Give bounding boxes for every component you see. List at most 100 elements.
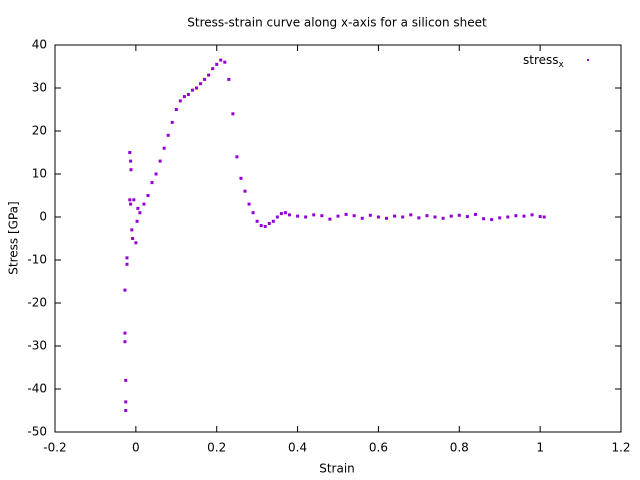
x-tick-label: 0.2 — [207, 441, 226, 455]
data-point — [441, 216, 445, 220]
data-point — [162, 146, 166, 150]
data-point — [219, 58, 223, 62]
data-point — [124, 378, 128, 382]
data-point — [542, 215, 546, 219]
data-point — [259, 224, 263, 228]
data-point — [457, 213, 461, 217]
data-point — [128, 151, 132, 154]
data-point — [296, 214, 300, 218]
y-tick-label: -40 — [27, 382, 47, 396]
y-tick-label: -50 — [27, 425, 47, 439]
data-point — [129, 159, 133, 163]
data-point — [125, 256, 129, 260]
chart-title: Stress-strain curve along x-axis for a s… — [187, 16, 487, 30]
data-point — [182, 95, 186, 99]
y-tick-label: 0 — [39, 210, 47, 224]
data-point — [449, 214, 453, 218]
y-tick-label: 40 — [32, 38, 47, 52]
data-point — [283, 211, 287, 215]
data-point — [125, 262, 129, 266]
data-point — [251, 211, 255, 215]
y-tick-label: -20 — [27, 296, 47, 310]
data-point — [263, 224, 267, 228]
x-tick-label: 0.4 — [288, 441, 307, 455]
data-point — [215, 62, 219, 66]
data-point — [376, 215, 380, 219]
data-point — [344, 212, 348, 216]
legend-marker — [587, 59, 589, 61]
y-axis-label: Stress [GPa] — [7, 201, 21, 274]
data-point — [178, 99, 182, 103]
data-point — [199, 82, 203, 86]
data-point — [473, 212, 477, 216]
data-point — [287, 213, 291, 217]
data-point — [514, 214, 518, 218]
data-point — [498, 216, 502, 220]
data-point — [275, 215, 279, 219]
data-point — [186, 92, 190, 96]
x-tick-label: 1.2 — [611, 441, 630, 455]
data-point — [360, 216, 364, 220]
legend-name: stress — [523, 53, 559, 67]
data-point — [312, 213, 316, 217]
plot-border — [54, 44, 622, 433]
data-point — [138, 211, 142, 215]
data-point — [239, 176, 243, 180]
data-point — [154, 172, 158, 176]
data-point — [123, 331, 127, 335]
data-point — [538, 215, 542, 219]
data-point — [255, 219, 259, 223]
legend-label: stressx — [523, 53, 565, 70]
y-tick-label: -10 — [27, 253, 47, 267]
data-point — [530, 213, 534, 217]
data-point — [124, 409, 128, 412]
data-point — [130, 228, 134, 232]
data-point — [247, 202, 251, 206]
data-point — [134, 241, 138, 245]
x-axis-label: Strain — [319, 462, 355, 476]
data-point — [158, 159, 162, 163]
data-point — [146, 194, 150, 197]
data-point — [135, 219, 139, 223]
data-point — [136, 206, 140, 210]
y-tick-label: 20 — [32, 124, 47, 138]
data-point — [227, 77, 231, 81]
data-point — [223, 60, 227, 64]
data-point — [271, 219, 275, 223]
data-point — [123, 340, 127, 344]
data-point — [166, 133, 170, 137]
data-point — [385, 216, 389, 220]
data-point — [328, 217, 332, 221]
data-point — [123, 288, 127, 292]
data-point — [124, 400, 128, 404]
data-point — [243, 189, 247, 193]
data-point — [522, 214, 526, 218]
data-point — [409, 213, 413, 217]
data-point — [267, 221, 271, 225]
data-point — [320, 214, 324, 218]
data-point — [304, 215, 308, 219]
y-tick-label: 30 — [32, 81, 47, 95]
data-point — [490, 218, 494, 222]
data-point — [203, 77, 207, 81]
data-point — [393, 214, 397, 218]
x-tick-label: 1 — [536, 441, 544, 455]
data-point — [368, 213, 372, 217]
data-point — [131, 237, 135, 240]
x-tick-label: 0 — [132, 441, 140, 455]
data-point — [207, 73, 211, 77]
y-tick-label: -30 — [27, 339, 47, 353]
data-point — [465, 215, 469, 219]
data-point — [132, 198, 136, 202]
x-tick-label: -0.2 — [43, 441, 66, 455]
data-point — [482, 217, 486, 221]
data-point — [174, 108, 178, 111]
data-point — [433, 215, 437, 219]
data-point — [231, 112, 235, 116]
data-point — [279, 212, 283, 216]
legend-subscript: x — [559, 60, 565, 70]
data-point — [235, 155, 239, 159]
data-point — [128, 198, 132, 202]
data-point — [195, 86, 198, 90]
